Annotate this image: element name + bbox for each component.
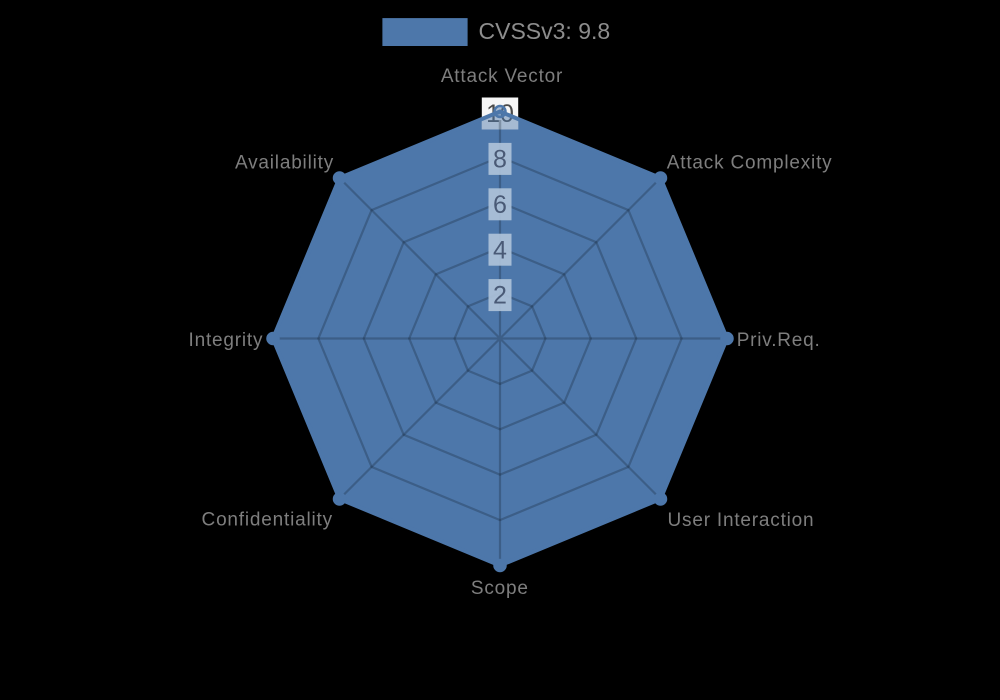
svg-text:8: 8 [493,146,507,174]
svg-text:Integrity: Integrity [189,330,264,351]
svg-text:Attack Complexity: Attack Complexity [667,153,833,174]
svg-text:Availability: Availability [235,152,334,173]
svg-text:User Interaction: User Interaction [668,510,815,531]
svg-text:CVSSv3: 9.8: CVSSv3: 9.8 [479,18,611,44]
svg-text:6: 6 [493,191,507,219]
svg-text:Scope: Scope [471,578,529,599]
svg-text:4: 4 [493,236,507,264]
svg-text:Confidentiality: Confidentiality [202,510,333,531]
svg-text:Priv.Req.: Priv.Req. [737,330,821,351]
svg-text:Attack Vector: Attack Vector [441,66,563,87]
svg-text:2: 2 [493,282,507,310]
